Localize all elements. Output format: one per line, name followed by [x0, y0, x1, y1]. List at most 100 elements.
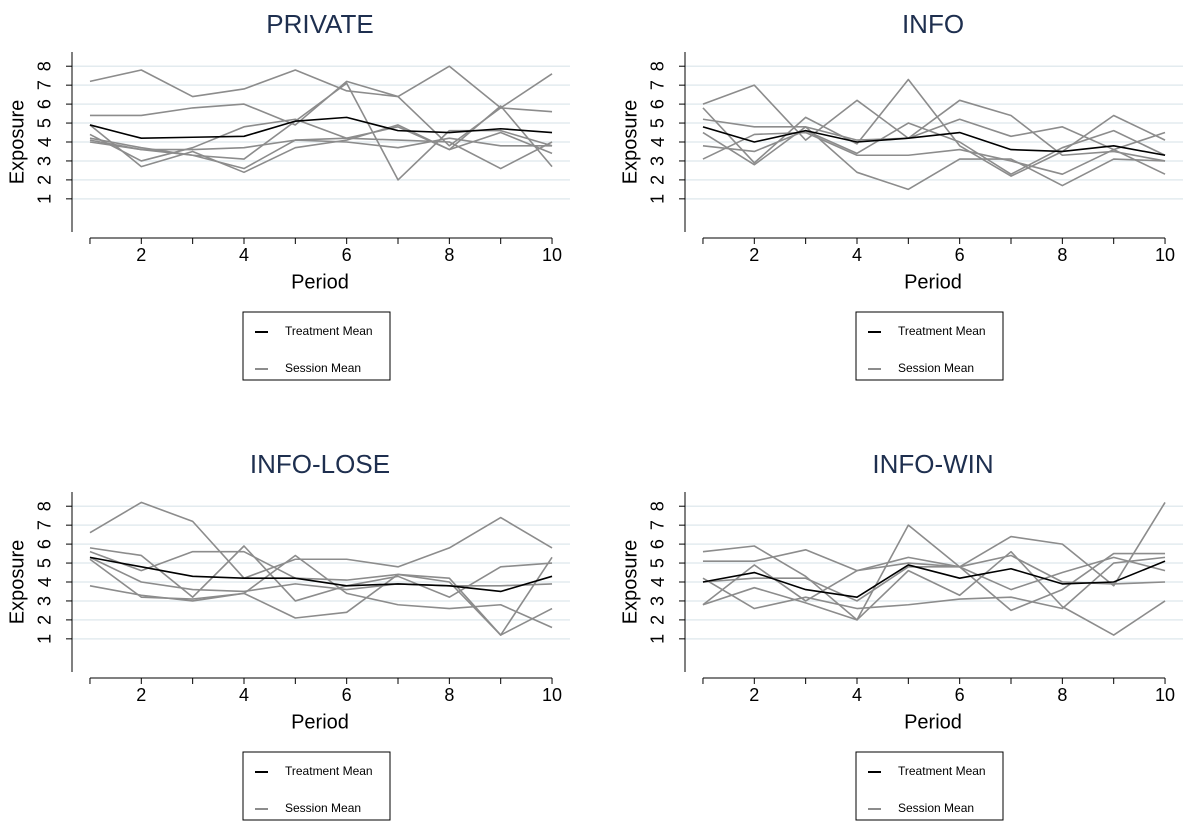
y-tick-label: 2 — [648, 175, 668, 185]
y-axis-label: Exposure — [6, 540, 28, 625]
y-tick-label: 7 — [35, 520, 55, 530]
y-tick-label: 2 — [648, 615, 668, 625]
series-line — [89, 137, 553, 170]
x-tick-label: 8 — [1057, 685, 1067, 705]
panel: INFO-WIN 1 2 3 4 5 6 7 8 2 4 6 8 10 Period Exposure Trea… — [619, 449, 1183, 821]
x-tick-label: 10 — [1155, 685, 1175, 705]
legend-label: Treatment Mean — [285, 764, 373, 778]
y-tick-label: 1 — [35, 634, 55, 644]
legend-label: Session Mean — [898, 361, 974, 375]
x-tick-label: 10 — [542, 245, 562, 265]
y-tick-label: 4 — [35, 137, 55, 147]
y-tick-label: 7 — [648, 80, 668, 90]
legend-label: Treatment Mean — [898, 324, 986, 338]
series-line — [702, 560, 1166, 598]
series-line — [89, 65, 553, 109]
y-tick-label: 8 — [648, 61, 668, 71]
y-tick-label: 6 — [648, 539, 668, 549]
series-line — [89, 556, 553, 593]
series-line — [702, 131, 1166, 176]
y-tick-label: 3 — [648, 596, 668, 606]
y-tick-label: 5 — [35, 118, 55, 128]
x-tick-label: 4 — [852, 685, 862, 705]
x-tick-label: 4 — [852, 245, 862, 265]
x-tick-label: 2 — [136, 245, 146, 265]
series-line — [702, 548, 1166, 612]
y-tick-label: 8 — [648, 501, 668, 511]
x-tick-label: 8 — [444, 685, 454, 705]
y-axis-label: Exposure — [6, 100, 28, 185]
legend-label: Treatment Mean — [285, 324, 373, 338]
y-tick-label: 1 — [648, 194, 668, 204]
series-line — [89, 137, 553, 151]
x-tick-label: 6 — [955, 685, 965, 705]
y-tick-label: 8 — [35, 501, 55, 511]
series-line — [89, 545, 553, 602]
y-tick-label: 2 — [35, 175, 55, 185]
series-line — [702, 118, 1166, 166]
series-line — [702, 78, 1166, 177]
series-line — [702, 122, 1166, 176]
series-line — [702, 84, 1166, 162]
x-tick-label: 4 — [239, 245, 249, 265]
legend-label: Session Mean — [285, 361, 361, 375]
series-line — [702, 502, 1166, 621]
y-tick-label: 6 — [648, 99, 668, 109]
panel-title: INFO — [902, 9, 964, 39]
series-line — [89, 116, 553, 140]
x-axis-label: Period — [904, 271, 962, 293]
series-line — [702, 550, 1166, 636]
series-line — [89, 558, 553, 636]
y-tick-label: 3 — [35, 596, 55, 606]
x-tick-label: 10 — [1155, 245, 1175, 265]
y-tick-label: 3 — [35, 156, 55, 166]
y-tick-label: 7 — [648, 520, 668, 530]
y-tick-label: 4 — [648, 577, 668, 587]
y-tick-label: 4 — [35, 577, 55, 587]
x-tick-label: 8 — [444, 245, 454, 265]
legend-label: Session Mean — [898, 801, 974, 815]
series-line — [89, 124, 553, 174]
x-tick-label: 4 — [239, 685, 249, 705]
panel-title: INFO-WIN — [872, 449, 993, 479]
y-tick-label: 5 — [35, 558, 55, 568]
y-tick-label: 5 — [648, 118, 668, 128]
panel: PRIVATE 1 2 3 4 5 6 7 8 2 4 6 8 10 Period Exposure Treat… — [6, 9, 570, 381]
y-axis-label: Exposure — [619, 540, 641, 625]
y-tick-label: 4 — [648, 137, 668, 147]
x-tick-label: 6 — [342, 245, 352, 265]
panel-title: INFO-LOSE — [250, 449, 390, 479]
y-tick-label: 5 — [648, 558, 668, 568]
x-tick-label: 2 — [749, 245, 759, 265]
panel: INFO 1 2 3 4 5 6 7 8 2 4 6 8 10 Period Exposure Treatmen… — [619, 9, 1183, 381]
y-tick-label: 2 — [35, 615, 55, 625]
series-line — [89, 105, 553, 168]
series-line — [89, 82, 553, 181]
x-tick-label: 6 — [342, 685, 352, 705]
legend-label: Session Mean — [285, 801, 361, 815]
series-line — [702, 118, 1166, 191]
y-tick-label: 1 — [648, 634, 668, 644]
y-tick-label: 8 — [35, 61, 55, 71]
series-line — [702, 556, 1166, 606]
panel: INFO-LOSE 1 2 3 4 5 6 7 8 2 4 6 8 10 Period Exposure Tre… — [6, 449, 570, 821]
y-tick-label: 6 — [35, 99, 55, 109]
series-line — [89, 501, 553, 580]
x-axis-label: Period — [291, 711, 349, 733]
series-line — [702, 556, 1166, 610]
x-axis-label: Period — [904, 711, 962, 733]
y-tick-label: 1 — [35, 194, 55, 204]
x-tick-label: 6 — [955, 245, 965, 265]
x-tick-label: 2 — [749, 685, 759, 705]
x-tick-label: 10 — [542, 685, 562, 705]
panel-title: PRIVATE — [266, 9, 373, 39]
x-axis-label: Period — [291, 271, 349, 293]
y-tick-label: 3 — [648, 156, 668, 166]
series-line — [702, 126, 1166, 157]
series-line — [89, 556, 553, 593]
x-tick-label: 2 — [136, 685, 146, 705]
x-tick-label: 8 — [1057, 245, 1067, 265]
y-tick-label: 6 — [35, 539, 55, 549]
legend-label: Treatment Mean — [898, 764, 986, 778]
